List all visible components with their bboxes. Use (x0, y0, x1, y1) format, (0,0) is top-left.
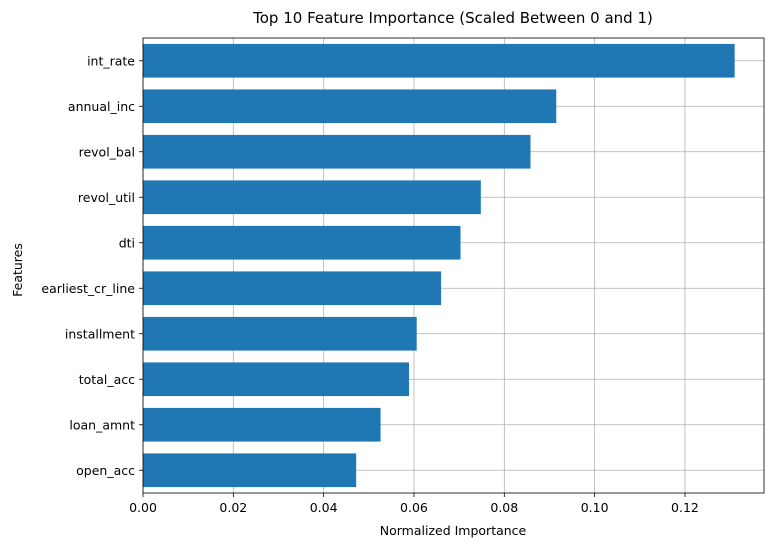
y-tick-label: earliest_cr_line (41, 281, 135, 296)
x-tick-label: 0.04 (310, 500, 338, 515)
x-tick-label: 0.06 (400, 500, 428, 515)
bar-annual_inc (143, 89, 557, 124)
bar-total_acc (143, 362, 410, 397)
y-tick-label: revol_bal (79, 144, 135, 159)
x-tick-label: 0.02 (219, 500, 247, 515)
y-tick-label: dti (119, 235, 135, 250)
bar-revol_bal (143, 134, 531, 169)
y-tick-label: loan_amnt (69, 417, 135, 432)
bar-installment (143, 316, 417, 351)
bar-revol_util (143, 180, 481, 215)
y-tick-label: total_acc (79, 372, 135, 387)
bar-earliest_cr_line (143, 271, 442, 306)
bar-loan_amnt (143, 407, 381, 442)
y-tick-label: open_acc (76, 463, 135, 478)
bar-open_acc (143, 453, 357, 488)
y-tick-label: annual_inc (68, 99, 135, 114)
bar-dti (143, 225, 461, 260)
y-tick-label: int_rate (87, 53, 135, 68)
bar-int_rate (143, 43, 735, 78)
x-tick-label: 0.12 (671, 500, 699, 515)
x-tick-label: 0.10 (581, 500, 609, 515)
x-tick-label: 0.00 (129, 500, 157, 515)
plot-frame (142, 37, 765, 494)
x-axis-label: Normalized Importance (380, 523, 527, 538)
y-axis-label: Features (10, 243, 25, 297)
y-tick-label: installment (65, 326, 135, 341)
y-tick-label: revol_util (78, 190, 135, 205)
bar-layer (143, 43, 735, 488)
axis-layer: 0.00 0.02 0.04 0.06 0.08 0.10 0.12 int_rateannu… (41, 37, 765, 515)
chart-title: Top 10 Feature Importance (Scaled Betwee… (252, 9, 653, 27)
x-tick-label: 0.08 (490, 500, 518, 515)
